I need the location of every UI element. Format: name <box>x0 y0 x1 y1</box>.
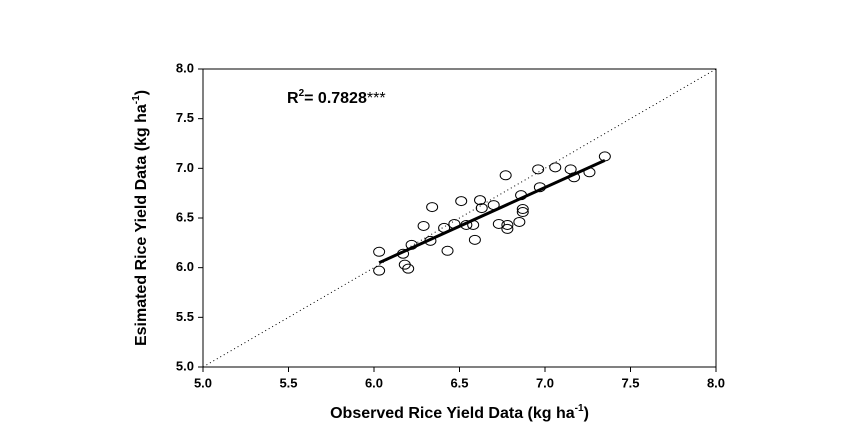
y-axis-title: Esimated Rice Yield Data (kg ha-1) <box>131 90 150 346</box>
r-squared-annotation-part: 2 <box>299 88 305 99</box>
data-point <box>474 195 487 206</box>
y-tick-label: 7.5 <box>176 110 194 125</box>
y-tick-label: 8.0 <box>176 60 194 75</box>
x-tick-label: 6.5 <box>450 375 468 390</box>
x-tick-label: 8.0 <box>707 375 725 390</box>
data-point <box>501 223 514 234</box>
x-axis-title-part: Observed Rice Yield Data (kg ha <box>330 405 575 422</box>
data-point <box>499 170 512 181</box>
data-point <box>549 162 562 173</box>
y-tick-label: 7.0 <box>176 160 194 175</box>
reference-line <box>202 68 717 368</box>
data-point <box>492 218 505 229</box>
data-point <box>417 220 430 231</box>
x-tick-label: 6.0 <box>365 375 383 390</box>
y-tick-label: 5.0 <box>176 358 194 373</box>
x-axis-title-part: -1 <box>575 403 584 414</box>
r-squared-annotation-part: = 0.7828 <box>304 90 367 107</box>
data-point <box>373 265 386 276</box>
r-squared-annotation-part: R <box>287 90 299 107</box>
fit-line <box>378 159 606 265</box>
data-point <box>475 203 488 214</box>
data-point <box>468 234 481 245</box>
data-point <box>441 245 454 256</box>
r-squared-annotation: R2= 0.7828*** <box>287 88 386 107</box>
data-point <box>516 204 529 215</box>
x-tick-label: 5.0 <box>194 375 212 390</box>
x-tick-label: 7.0 <box>536 375 554 390</box>
y-tick-label: 6.5 <box>176 209 194 224</box>
data-point <box>501 219 514 230</box>
y-tick-label: 6.0 <box>176 259 194 274</box>
r-squared-annotation-part: *** <box>367 90 386 107</box>
data-point <box>373 246 386 257</box>
data-point <box>532 164 545 175</box>
data-point <box>455 196 468 207</box>
y-axis-title-part: -1 <box>131 95 142 104</box>
data-point <box>516 207 529 218</box>
data-point <box>402 263 415 274</box>
y-axis-title-part: Esimated Rice Yield Data (kg ha <box>133 104 150 346</box>
data-point <box>513 216 526 227</box>
x-axis-title-part: ) <box>584 405 589 422</box>
x-tick-label: 5.5 <box>279 375 297 390</box>
x-axis-title: Observed Rice Yield Data (kg ha-1) <box>330 403 589 422</box>
x-tick-label: 7.5 <box>621 375 639 390</box>
data-point <box>598 151 611 162</box>
y-axis-title-part: ) <box>133 90 150 95</box>
data-point <box>426 202 439 213</box>
y-tick-label: 5.5 <box>176 309 194 324</box>
